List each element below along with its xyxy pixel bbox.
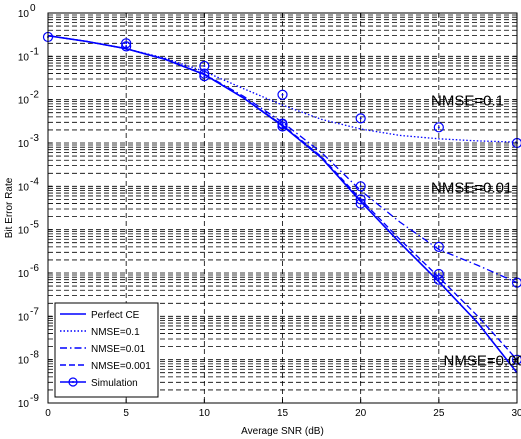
simulation-marker: [355, 198, 366, 209]
legend: Perfect CE NMSE=0.1 NMSE=0.01 NMSE=0.001 Sim…: [54, 302, 159, 398]
y-tick-label: 10: [18, 96, 30, 107]
simulation-marker-dot: [203, 75, 206, 78]
simulation-marker: [121, 41, 132, 52]
y-tick-exponent: 0: [30, 3, 36, 14]
x-tick-label: 0: [45, 408, 51, 419]
legend-label: NMSE=0.1: [91, 327, 140, 338]
simulation-marker-dot: [281, 93, 284, 96]
y-tick-label: 10: [18, 312, 30, 323]
simulation-marker-dot: [203, 72, 206, 75]
axis-ticks: 0 5 10 15 20 25 3010010-110-210-310-410-510-61…: [18, 3, 521, 419]
legend-label: Simulation: [91, 378, 138, 389]
y-tick-label: 10: [18, 399, 30, 410]
simulation-marker: [433, 241, 444, 253]
simulation-marker-dot: [359, 185, 362, 188]
simulation-marker: [355, 113, 366, 124]
simulation-marker-dot: [437, 245, 440, 248]
y-tick-exponent: -9: [30, 393, 39, 404]
simulation-marker: [433, 268, 444, 280]
y-tick-exponent: -3: [30, 133, 39, 144]
legend-label: NMSE=0.01: [91, 344, 146, 355]
x-tick-label: 25: [433, 408, 445, 419]
annotations: NMSE=0.1 NMSE=0.01 NMSE=0.001: [431, 93, 521, 370]
x-tick-label: 30: [511, 408, 521, 419]
simulation-marker-dot: [125, 42, 128, 45]
y-tick-label: 10: [18, 9, 30, 20]
annotation-label: NMSE=0.001: [444, 353, 521, 370]
simulation-marker: [199, 60, 210, 72]
annotation-label: NMSE=0.1: [431, 93, 504, 110]
simulation-marker: [121, 38, 132, 49]
y-tick-exponent: -1: [30, 46, 39, 57]
x-tick-label: 10: [199, 408, 211, 419]
simulation-marker: [277, 89, 288, 100]
simulation-marker-dot: [437, 126, 440, 129]
y-axis-label: Bit Error Rate: [4, 177, 15, 238]
simulation-marker: [355, 181, 366, 192]
simulation-marker-dot: [281, 123, 284, 126]
simulation-marker-dot: [203, 64, 206, 67]
y-tick-exponent: -7: [30, 306, 39, 317]
y-tick-label: 10: [18, 226, 30, 237]
simulation-marker: [199, 70, 210, 82]
simulation-marker-dot: [437, 272, 440, 275]
x-tick-label: 5: [123, 408, 129, 419]
simulation-marker-dot: [437, 278, 440, 281]
y-tick-exponent: -8: [30, 350, 39, 361]
simulation-marker: [433, 122, 444, 133]
y-tick-label: 10: [18, 139, 30, 150]
x-tick-label: 15: [277, 408, 289, 419]
simulation-marker: [199, 68, 210, 79]
legend-label: NMSE=0.001: [91, 361, 151, 372]
simulation-marker-dot: [359, 202, 362, 205]
simulation-marker-dot: [125, 45, 128, 48]
y-tick-exponent: -4: [30, 176, 39, 187]
y-tick-exponent: -5: [30, 220, 39, 231]
simulation-marker-dot: [281, 125, 284, 128]
y-tick-label: 10: [18, 356, 30, 367]
series-line-nmse-0-1: [47, 35, 518, 143]
legend-label: Perfect CE: [91, 310, 140, 321]
legend-marker: [68, 377, 78, 387]
simulation-marker-dot: [359, 117, 362, 120]
legend-marker-dot: [72, 381, 74, 383]
y-tick-label: 10: [18, 269, 30, 280]
simulation-marker: [277, 119, 288, 130]
y-tick-exponent: -6: [30, 263, 39, 274]
y-tick-label: 10: [18, 182, 30, 193]
annotation-label: NMSE=0.01: [431, 179, 512, 196]
y-tick-label: 10: [18, 52, 30, 63]
simulation-marker: [433, 274, 444, 285]
x-tick-label: 20: [355, 408, 367, 419]
y-tick-exponent: -2: [30, 90, 39, 101]
x-axis-label: Average SNR (dB): [241, 426, 324, 437]
